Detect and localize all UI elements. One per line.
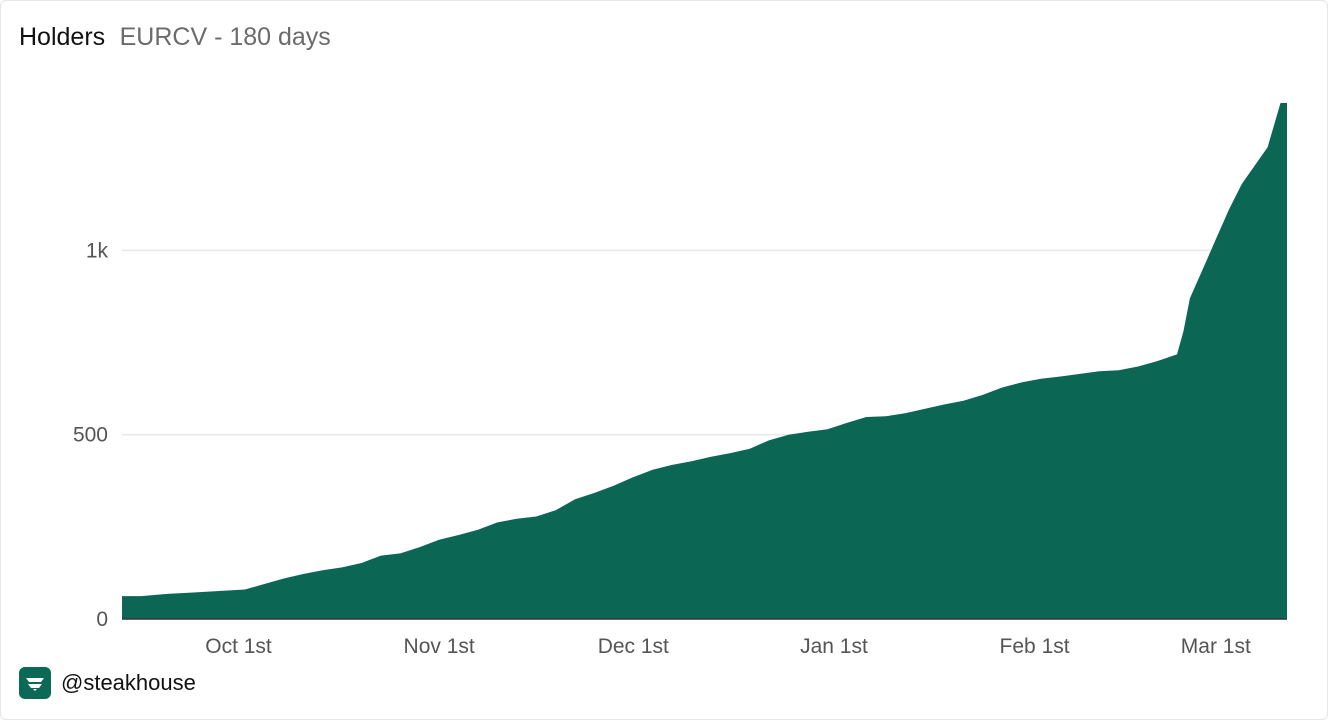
- x-tick-label-jan-1st: Jan 1st: [800, 635, 868, 658]
- area-series-0: [122, 103, 1287, 619]
- area-series: [122, 103, 1287, 619]
- x-tick-label-mar-1st: Mar 1st: [1181, 635, 1251, 658]
- footer: @steakhouse: [19, 667, 196, 699]
- y-tick-label-500: 500: [73, 424, 108, 447]
- x-tick-label-feb-1st: Feb 1st: [1000, 635, 1070, 658]
- steakhouse-logo-icon: [19, 667, 51, 699]
- y-axis-ticks: 0 500 1k: [73, 239, 109, 631]
- x-tick-label-dec-1st: Dec 1st: [598, 635, 669, 658]
- x-tick-label-nov-1st: Nov 1st: [404, 635, 475, 658]
- chart-subtitle: EURCV - 180 days: [119, 23, 331, 51]
- y-tick-label-0: 0: [96, 608, 108, 631]
- chart-header: Holders EURCV - 180 days: [19, 23, 331, 52]
- chart-title: Holders: [19, 23, 106, 51]
- x-tick-label-oct-1st: Oct 1st: [205, 635, 272, 658]
- x-axis-ticks: Oct 1st Nov 1st Dec 1st Jan 1st Feb 1st Mar 1…: [205, 635, 1251, 658]
- y-tick-label-1k: 1k: [86, 239, 109, 262]
- author-handle: @steakhouse: [61, 670, 196, 695]
